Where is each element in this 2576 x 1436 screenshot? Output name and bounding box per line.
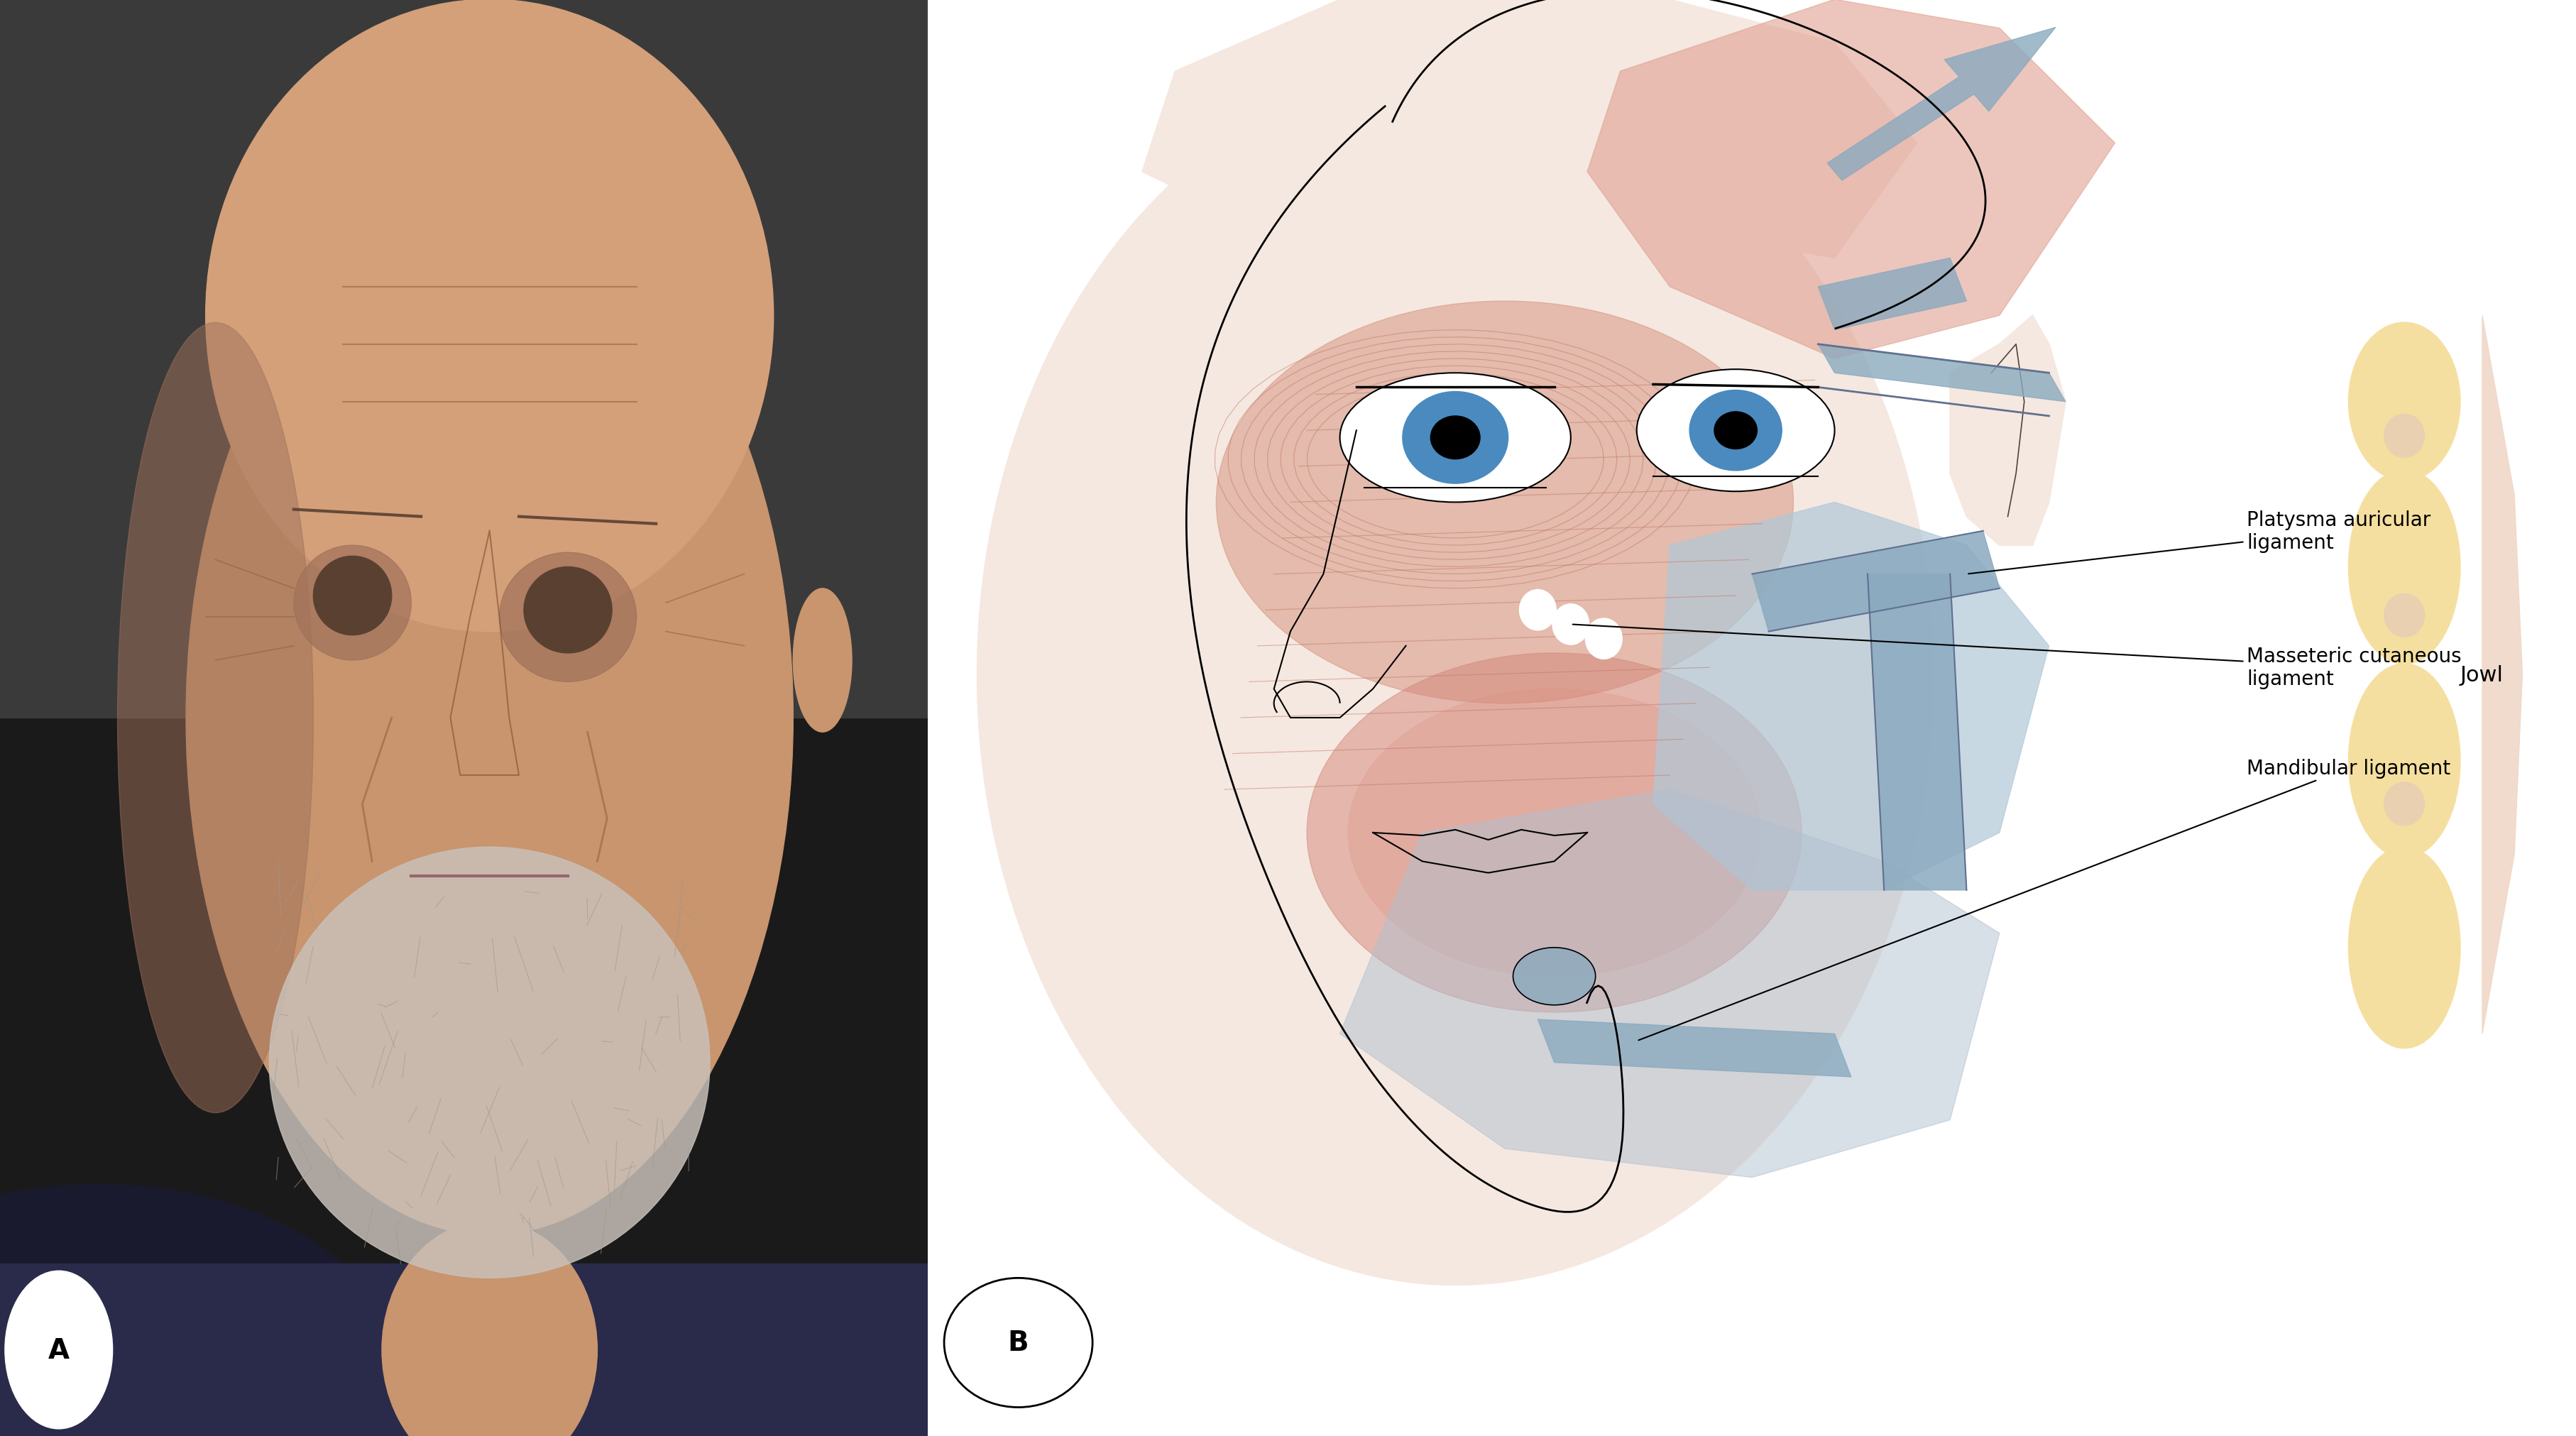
Ellipse shape (2383, 595, 2424, 638)
Ellipse shape (1520, 590, 1556, 630)
Polygon shape (1538, 1020, 1850, 1077)
Text: Jowl: Jowl (2460, 665, 2504, 685)
Ellipse shape (294, 546, 412, 661)
Text: Platysma auricular
ligament: Platysma auricular ligament (1968, 510, 2429, 574)
Text: A: A (49, 1337, 70, 1363)
Ellipse shape (523, 567, 613, 653)
Ellipse shape (1340, 373, 1571, 503)
Text: Masseteric cutaneous
ligament: Masseteric cutaneous ligament (1571, 625, 2460, 689)
Ellipse shape (500, 553, 636, 682)
Circle shape (1401, 392, 1507, 484)
Ellipse shape (1347, 689, 1759, 976)
Polygon shape (2481, 316, 2522, 1034)
Polygon shape (1819, 258, 1965, 330)
Text: Mandibular ligament: Mandibular ligament (1638, 758, 2450, 1041)
Ellipse shape (1584, 619, 1620, 659)
Ellipse shape (314, 556, 392, 636)
Ellipse shape (2383, 783, 2424, 826)
Ellipse shape (2349, 471, 2460, 665)
Polygon shape (1868, 574, 1965, 890)
Text: B: B (1007, 1330, 1028, 1356)
Ellipse shape (1306, 653, 1801, 1012)
Ellipse shape (2349, 323, 2460, 481)
Bar (0, 0, 979, 718)
Ellipse shape (0, 1185, 392, 1436)
Bar (0, 1264, 979, 1436)
Circle shape (5, 1271, 113, 1429)
Ellipse shape (976, 65, 1932, 1285)
Ellipse shape (381, 1221, 598, 1436)
Polygon shape (1752, 531, 1999, 632)
Bar (2336, 316, 2561, 1034)
Ellipse shape (2349, 663, 2460, 859)
Ellipse shape (1512, 948, 1595, 1005)
Polygon shape (1950, 316, 2066, 546)
Ellipse shape (2349, 847, 2460, 1048)
FancyArrow shape (1826, 27, 2056, 181)
Ellipse shape (1636, 370, 1834, 491)
Circle shape (1690, 391, 1783, 471)
Circle shape (1713, 412, 1757, 449)
Polygon shape (1819, 345, 2066, 402)
Ellipse shape (1553, 605, 1589, 645)
Polygon shape (1340, 790, 1999, 1178)
Polygon shape (1654, 503, 2048, 890)
Ellipse shape (206, 0, 773, 632)
Ellipse shape (2383, 415, 2424, 458)
Ellipse shape (118, 323, 314, 1113)
Circle shape (1430, 416, 1479, 460)
Circle shape (943, 1278, 1092, 1407)
Ellipse shape (1216, 302, 1793, 704)
Ellipse shape (793, 589, 853, 732)
Polygon shape (1141, 0, 1917, 258)
Ellipse shape (270, 847, 708, 1278)
Ellipse shape (185, 201, 793, 1235)
Polygon shape (1587, 0, 2115, 359)
